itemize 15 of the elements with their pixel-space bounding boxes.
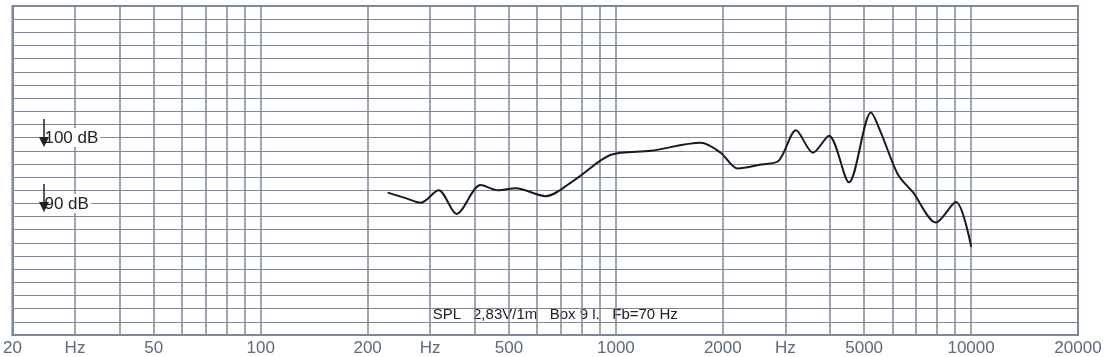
x-tick-label: 500 bbox=[494, 338, 524, 357]
text: Hz bbox=[774, 338, 796, 357]
x-tick-label: 200 bbox=[353, 338, 382, 357]
y-tick-label: 100 dB bbox=[44, 128, 99, 148]
text: Hz bbox=[419, 338, 441, 357]
x-tick-label: 2000 bbox=[703, 338, 742, 357]
x-tick-label: 50 bbox=[144, 338, 164, 357]
x-tick-label: 100 bbox=[246, 338, 275, 357]
x-tick-label: 10000 bbox=[947, 338, 995, 357]
y-tick-label: 90 dB bbox=[44, 193, 89, 213]
x-axis-title: Hz bbox=[64, 338, 86, 357]
x-tick-label: 20 bbox=[2, 338, 22, 357]
x-tick-label: 20000 bbox=[1054, 338, 1102, 357]
x-tick-label: 5000 bbox=[845, 338, 884, 357]
x-tick-label: 1000 bbox=[596, 338, 635, 357]
